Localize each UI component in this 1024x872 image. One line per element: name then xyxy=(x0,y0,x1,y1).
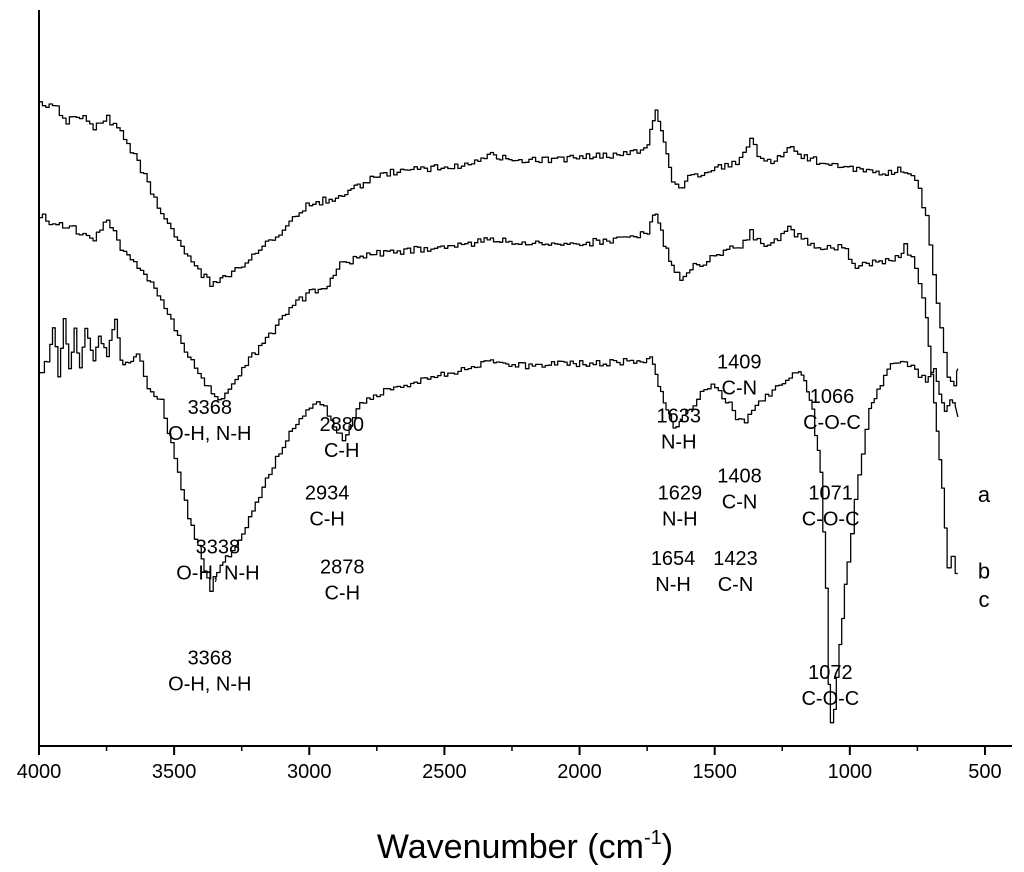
annotation-10-line-1: C-H xyxy=(324,582,360,604)
x-axis-title: Wavenumber (cm-1) xyxy=(377,827,673,866)
series-labels-group: a bc xyxy=(978,482,991,612)
annotation-6-line-0: 2934 xyxy=(305,483,350,505)
annotation-2-line-1: N-H xyxy=(661,432,697,454)
annotation-4-line-0: 1066 xyxy=(810,386,855,408)
annotation-12-line-0: 1423 xyxy=(713,548,758,570)
x-axis-title-close: ) xyxy=(662,828,673,866)
axes xyxy=(38,10,1012,747)
annotation-5-line-1: O-H, N-H xyxy=(176,563,259,585)
x-tick-label-1000: 1000 xyxy=(828,761,873,783)
series-group xyxy=(39,101,959,724)
series-c-line xyxy=(39,317,959,724)
annotation-8-line-1: C-N xyxy=(722,491,758,513)
annotation-0-line-1: O-H, N-H xyxy=(168,423,251,445)
annotation-7-line-1: N-H xyxy=(662,509,698,531)
series-label-a: a xyxy=(978,482,991,507)
annotations-group: 3368 O-H, N-H 2880 C-H 1633 N-H 1409 C-N 1066 C-O… xyxy=(168,352,861,710)
annotation-6-line-1: C-H xyxy=(309,509,345,531)
annotation-8-line-0: 1408 xyxy=(717,465,762,487)
x-axis-title-sup: -1 xyxy=(644,827,662,849)
annotation-4-line-1: C-O-C xyxy=(803,412,861,434)
x-tick-label-3500: 3500 xyxy=(152,761,197,783)
annotation-7-line-0: 1629 xyxy=(658,483,703,505)
x-tick-label-1500: 1500 xyxy=(692,761,737,783)
annotation-10-line-0: 2878 xyxy=(320,556,365,578)
annotation-2-line-0: 1633 xyxy=(656,406,701,428)
annotation-13-line-0: 3368 xyxy=(188,648,233,670)
series-b-line xyxy=(39,213,958,575)
annotation-1-line-0: 2880 xyxy=(319,414,364,436)
x-ticks: 4000 3500 3000 2500 2000 1500 1000 500 xyxy=(17,746,1002,783)
annotation-0-line-0: 3368 xyxy=(188,397,233,419)
annotation-9-line-0: 1071 xyxy=(808,483,853,505)
x-axis-title-main: Wavenumber (cm xyxy=(377,828,644,866)
series-label-c: c xyxy=(979,587,990,612)
series-a-line xyxy=(39,101,959,387)
annotation-1-line-1: C-H xyxy=(324,440,360,462)
series-label-b: b xyxy=(978,559,990,584)
x-tick-label-500: 500 xyxy=(968,761,1001,783)
x-tick-label-2500: 2500 xyxy=(422,761,467,783)
annotation-13-line-1: O-H, N-H xyxy=(168,674,251,696)
x-tick-label-2000: 2000 xyxy=(557,761,602,783)
annotation-9-line-1: C-O-C xyxy=(802,509,860,531)
annotation-14-line-0: 1072 xyxy=(808,662,853,684)
annotation-14-line-1: C-O-C xyxy=(801,688,859,710)
annotation-11-line-0: 1654 xyxy=(651,548,696,570)
x-tick-label-3000: 3000 xyxy=(287,761,332,783)
annotation-5-line-0: 3338 xyxy=(196,537,241,559)
annotation-3-line-0: 1409 xyxy=(717,352,762,374)
annotation-12-line-1: C-N xyxy=(718,574,754,596)
annotation-3-line-1: C-N xyxy=(722,378,758,400)
x-tick-label-4000: 4000 xyxy=(17,761,62,783)
annotation-11-line-1: N-H xyxy=(655,574,691,596)
